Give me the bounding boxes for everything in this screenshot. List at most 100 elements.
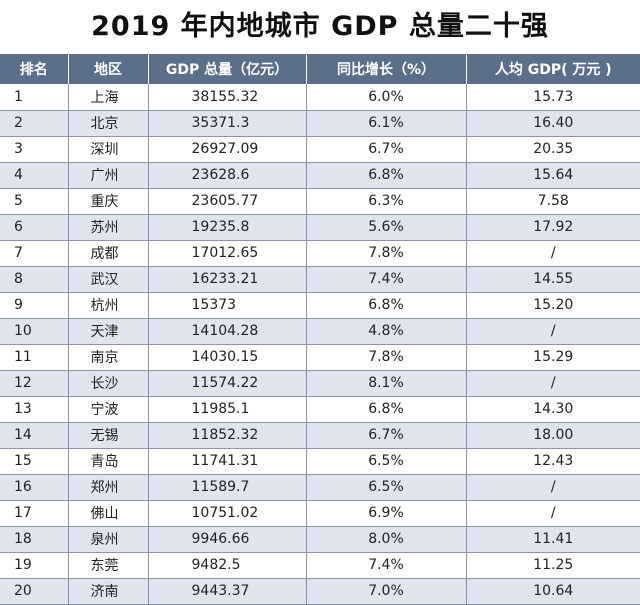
table-row: 12 长沙 11574.22 8.1% / bbox=[0, 370, 640, 397]
cell-growth: 6.8% bbox=[306, 292, 467, 319]
cell-rank: 17 bbox=[0, 500, 69, 527]
cell-rank: 9 bbox=[0, 292, 69, 319]
cell-growth: 6.1% bbox=[306, 110, 467, 137]
cell-rank: 7 bbox=[0, 240, 69, 267]
table-row: 9 杭州 15373 6.8% 15.20 bbox=[0, 292, 640, 319]
cell-rank: 3 bbox=[0, 136, 69, 163]
cell-rank: 10 bbox=[0, 318, 69, 345]
table-row: 4 广州 23628.6 6.8% 15.64 bbox=[0, 162, 640, 189]
cell-per-capita: 15.73 bbox=[466, 84, 640, 111]
table-row: 19 东莞 9482.5 7.4% 11.25 bbox=[0, 552, 640, 579]
cell-region: 北京 bbox=[68, 110, 149, 137]
cell-region: 重庆 bbox=[68, 188, 149, 215]
table-row: 8 武汉 16233.21 7.4% 14.55 bbox=[0, 266, 640, 293]
table-row: 5 重庆 23605.77 6.3% 7.58 bbox=[0, 188, 640, 215]
cell-growth: 5.6% bbox=[306, 214, 467, 241]
table-row: 20 济南 9443.37 7.0% 10.64 bbox=[0, 578, 640, 605]
cell-per-capita: 14.30 bbox=[466, 396, 640, 423]
cell-growth: 7.8% bbox=[306, 344, 467, 371]
cell-rank: 16 bbox=[0, 474, 69, 501]
cell-growth: 8.0% bbox=[306, 526, 467, 553]
cell-rank: 1 bbox=[0, 84, 69, 111]
cell-per-capita: / bbox=[466, 500, 640, 527]
cell-per-capita: / bbox=[466, 240, 640, 267]
header-region: 地区 bbox=[68, 54, 149, 84]
cell-region: 东莞 bbox=[68, 552, 149, 579]
cell-rank: 18 bbox=[0, 526, 69, 553]
cell-gdp: 9482.5 bbox=[148, 552, 307, 579]
cell-growth: 6.8% bbox=[306, 396, 467, 423]
table-row: 6 苏州 19235.8 5.6% 17.92 bbox=[0, 214, 640, 241]
cell-region: 宁波 bbox=[68, 396, 149, 423]
cell-region: 郑州 bbox=[68, 474, 149, 501]
cell-per-capita: 11.25 bbox=[466, 552, 640, 579]
cell-gdp: 38155.32 bbox=[148, 84, 307, 111]
cell-rank: 14 bbox=[0, 422, 69, 449]
cell-growth: 7.4% bbox=[306, 552, 467, 579]
cell-gdp: 14030.15 bbox=[148, 344, 307, 371]
cell-region: 杭州 bbox=[68, 292, 149, 319]
cell-region: 无锡 bbox=[68, 422, 149, 449]
cell-growth: 6.8% bbox=[306, 162, 467, 189]
table-row: 11 南京 14030.15 7.8% 15.29 bbox=[0, 344, 640, 371]
cell-growth: 6.7% bbox=[306, 136, 467, 163]
header-per-capita: 人均 GDP( 万元 ) bbox=[494, 62, 612, 78]
cell-gdp: 9443.37 bbox=[148, 578, 307, 605]
cell-gdp: 15373 bbox=[148, 292, 307, 319]
table-row: 13 宁波 11985.1 6.8% 14.30 bbox=[0, 396, 640, 423]
header-growth: 同比增长（%） bbox=[306, 54, 467, 84]
cell-gdp: 23628.6 bbox=[148, 162, 307, 189]
cell-rank: 6 bbox=[0, 214, 69, 241]
table-row: 15 青岛 11741.31 6.5% 12.43 bbox=[0, 448, 640, 475]
cell-rank: 2 bbox=[0, 110, 69, 137]
cell-per-capita: / bbox=[466, 474, 640, 501]
cell-per-capita: 15.20 bbox=[466, 292, 640, 319]
cell-region: 南京 bbox=[68, 344, 149, 371]
cell-region: 武汉 bbox=[68, 266, 149, 293]
cell-per-capita: 15.29 bbox=[466, 344, 640, 371]
cell-region: 济南 bbox=[68, 578, 149, 605]
cell-per-capita: 12.43 bbox=[466, 448, 640, 475]
cell-gdp: 16233.21 bbox=[148, 266, 307, 293]
cell-region: 青岛 bbox=[68, 448, 149, 475]
cell-rank: 19 bbox=[0, 552, 69, 579]
cell-per-capita: 20.35 bbox=[466, 136, 640, 163]
cell-growth: 7.4% bbox=[306, 266, 467, 293]
cell-gdp: 9946.66 bbox=[148, 526, 307, 553]
cell-per-capita: / bbox=[466, 318, 640, 345]
header-rank: 排名 bbox=[0, 54, 69, 84]
cell-rank: 15 bbox=[0, 448, 69, 475]
table-row: 7 成都 17012.65 7.8% / bbox=[0, 240, 640, 267]
table-row: 10 天津 14104.28 4.8% / bbox=[0, 318, 640, 345]
cell-growth: 7.0% bbox=[306, 578, 467, 605]
table-row: 1 上海 38155.32 6.0% 15.73 bbox=[0, 84, 640, 111]
header-row: 排名 地区 GDP 总量（亿元） 同比增长（%） 人均 GDP( 万元 ) bbox=[0, 54, 640, 84]
page-title: 2019 年内地城市 GDP 总量二十强 bbox=[91, 11, 549, 42]
cell-gdp: 19235.8 bbox=[148, 214, 307, 241]
cell-per-capita: 16.40 bbox=[466, 110, 640, 137]
cell-per-capita: 15.64 bbox=[466, 162, 640, 189]
table-row: 14 无锡 11852.32 6.7% 18.00 bbox=[0, 422, 640, 449]
table-row: 3 深圳 26927.09 6.7% 20.35 bbox=[0, 136, 640, 163]
cell-gdp: 10751.02 bbox=[148, 500, 307, 527]
cell-region: 天津 bbox=[68, 318, 149, 345]
cell-region: 广州 bbox=[68, 162, 149, 189]
cell-region: 苏州 bbox=[68, 214, 149, 241]
cell-gdp: 11985.1 bbox=[148, 396, 307, 423]
cell-gdp: 11589.7 bbox=[148, 474, 307, 501]
cell-per-capita: 11.41 bbox=[466, 526, 640, 553]
cell-rank: 8 bbox=[0, 266, 69, 293]
cell-growth: 6.0% bbox=[306, 84, 467, 111]
cell-region: 深圳 bbox=[68, 136, 149, 163]
cell-rank: 5 bbox=[0, 188, 69, 215]
cell-per-capita: 17.92 bbox=[466, 214, 640, 241]
cell-growth: 6.5% bbox=[306, 448, 467, 475]
cell-region: 上海 bbox=[68, 84, 149, 111]
cell-gdp: 11852.32 bbox=[148, 422, 307, 449]
cell-region: 长沙 bbox=[68, 370, 149, 397]
cell-gdp: 35371.3 bbox=[148, 110, 307, 137]
table-row: 2 北京 35371.3 6.1% 16.40 bbox=[0, 110, 640, 137]
cell-rank: 4 bbox=[0, 162, 69, 189]
cell-rank: 20 bbox=[0, 578, 69, 605]
cell-region: 泉州 bbox=[68, 526, 149, 553]
